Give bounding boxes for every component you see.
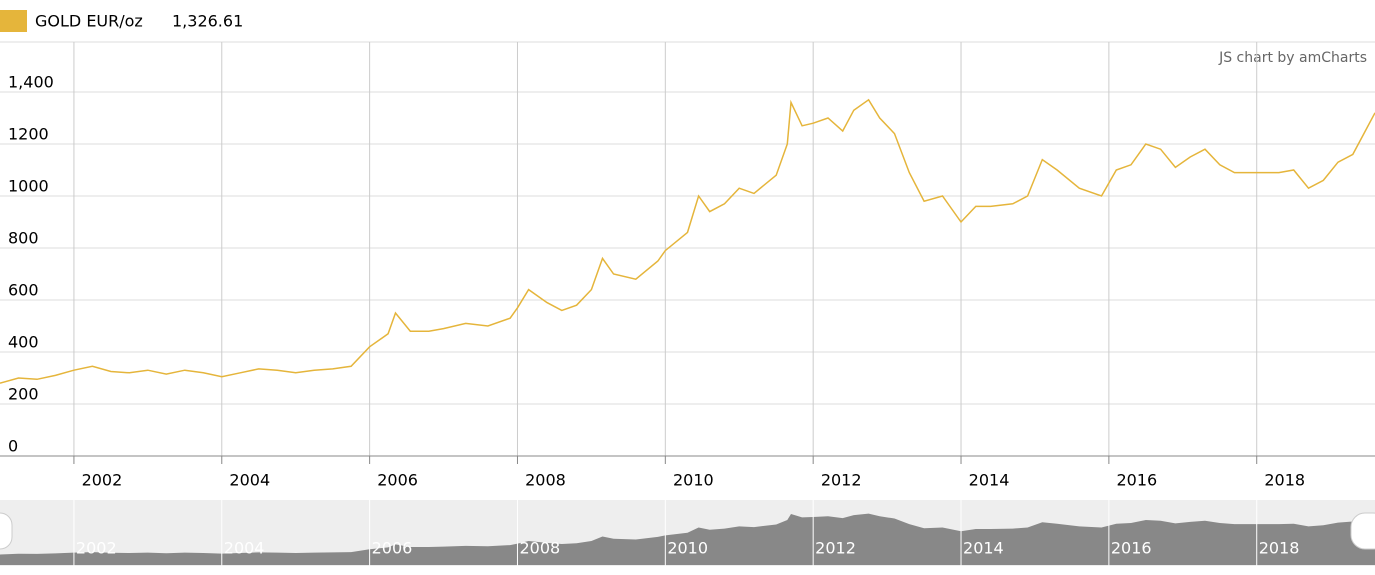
legend-swatch (0, 10, 27, 32)
x-tick-label: 2008 (525, 471, 566, 490)
x-tick-label: 2012 (821, 471, 862, 490)
scrollbar-label: 2006 (372, 539, 413, 558)
scroll-handle-right[interactable] (1350, 512, 1375, 550)
x-tick-label: 2006 (377, 471, 418, 490)
scrollbar-label: 2002 (76, 539, 117, 558)
legend-name: GOLD EUR/oz (35, 12, 143, 31)
y-tick-label: 1200 (8, 125, 49, 144)
x-tick-label: 2018 (1264, 471, 1305, 490)
scrollbar-label: 2018 (1259, 539, 1300, 558)
credit: JS chart by amCharts (1218, 50, 1367, 66)
y-tick-label: 200 (8, 385, 39, 404)
x-tick-label: 2010 (673, 471, 714, 490)
scrollbar-label: 2008 (519, 539, 560, 558)
scroll-handle-left[interactable] (0, 512, 13, 550)
y-tick-label: 1000 (8, 177, 49, 196)
scrollbar-label: 2010 (667, 539, 708, 558)
y-tick-label: 0 (8, 437, 18, 456)
y-tick-label: 400 (8, 333, 39, 352)
y-tick-label: 800 (8, 229, 39, 248)
y-tick-label: 600 (8, 281, 39, 300)
x-tick-label: 2014 (969, 471, 1010, 490)
x-tick-label: 2004 (229, 471, 270, 490)
scrollbar-label: 2004 (224, 539, 265, 558)
x-tick-label: 2016 (1117, 471, 1158, 490)
scrollbar-area (0, 513, 1375, 565)
legend-value: 1,326.61 (172, 12, 243, 31)
price-line (0, 98, 1375, 384)
x-tick-label: 2002 (82, 471, 123, 490)
y-tick-label: 1,400 (8, 73, 54, 92)
scrollbar-label: 2016 (1111, 539, 1152, 558)
scrollbar-label: 2014 (963, 539, 1004, 558)
scrollbar-label: 2012 (815, 539, 856, 558)
